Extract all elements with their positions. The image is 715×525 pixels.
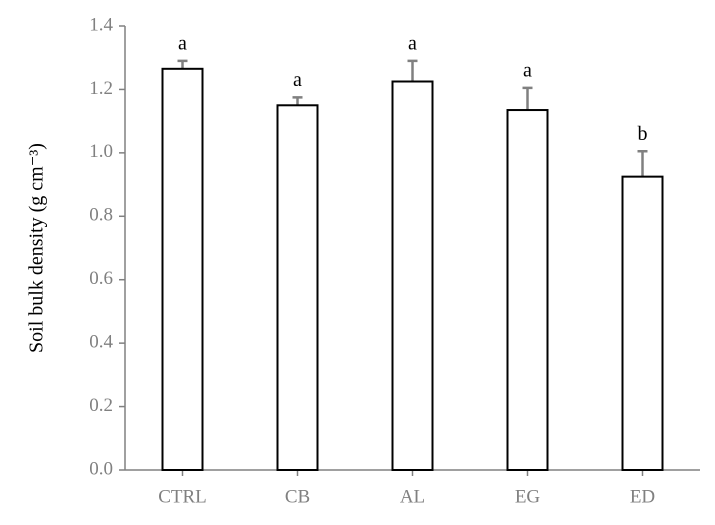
- y-tick-label: 0.6: [89, 268, 113, 289]
- bar: [621, 175, 664, 471]
- y-axis-label: Soil bulk density (g cm⁻³): [26, 143, 48, 353]
- bar: [391, 80, 434, 471]
- significance-letter: a: [293, 69, 302, 91]
- x-tick-label: AL: [400, 486, 425, 507]
- bar: [276, 104, 319, 472]
- y-tick-label: 0.0: [89, 458, 113, 479]
- x-tick-label: EG: [515, 486, 541, 507]
- error-bar: [522, 86, 533, 111]
- significance-letter: a: [178, 32, 187, 54]
- x-tick-label: CTRL: [158, 486, 207, 507]
- bar: [506, 109, 549, 472]
- y-tick-label: 0.2: [89, 395, 113, 416]
- y-tick-label: 0.8: [89, 205, 113, 226]
- error-bar: [292, 96, 303, 106]
- bar: [161, 67, 204, 471]
- error-bar: [637, 150, 648, 177]
- y-tick-label: 1.0: [89, 141, 113, 162]
- significance-letter: b: [638, 123, 648, 145]
- error-bar: [177, 59, 188, 69]
- y-tick-label: 1.4: [89, 14, 113, 35]
- significance-letter: a: [523, 59, 532, 81]
- y-tick-label: 0.4: [89, 332, 113, 353]
- error-bar: [407, 59, 418, 82]
- y-tick-label: 1.2: [89, 78, 113, 99]
- significance-letter: a: [408, 32, 417, 54]
- x-tick-label: ED: [630, 486, 655, 507]
- x-tick-label: CB: [285, 486, 310, 507]
